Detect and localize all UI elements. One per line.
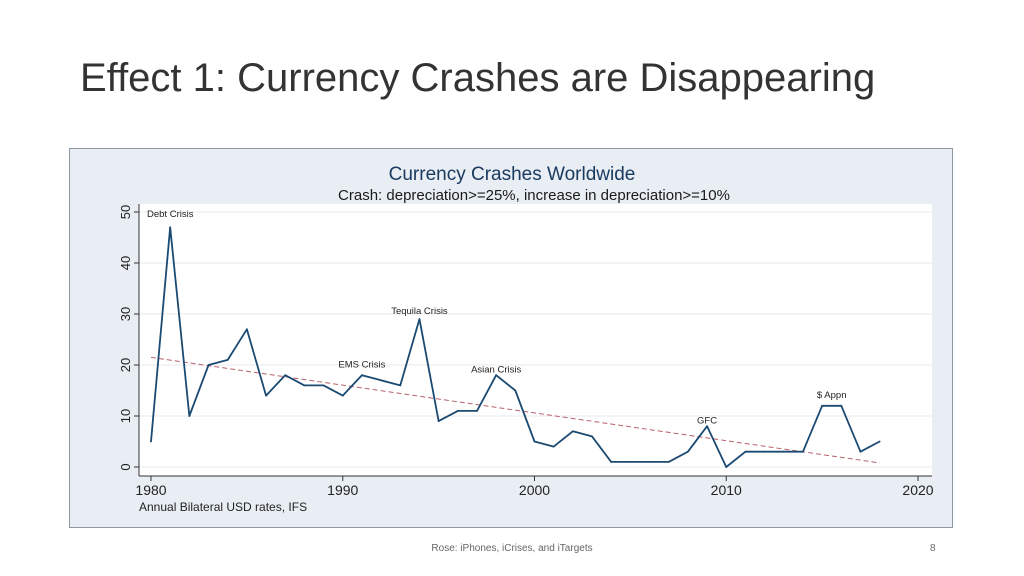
data-point bbox=[265, 394, 267, 397]
x-axis-label: Annual Bilateral USD rates, IFS bbox=[139, 500, 307, 514]
data-point bbox=[207, 364, 210, 366]
currency-crashes-chart: Currency Crashes Worldwide Crash: depreci… bbox=[118, 164, 934, 514]
page-number: 8 bbox=[930, 543, 936, 554]
y-tick-label: 50 bbox=[118, 205, 133, 219]
annotation-label: GFC bbox=[697, 416, 717, 427]
data-point bbox=[245, 328, 248, 331]
data-point bbox=[802, 450, 804, 453]
data-point bbox=[514, 389, 517, 392]
data-point bbox=[361, 374, 363, 377]
x-tick-label: 1990 bbox=[327, 482, 358, 498]
trend-line bbox=[150, 356, 880, 464]
x-tick-label: 2000 bbox=[519, 482, 550, 498]
data-point bbox=[744, 450, 747, 453]
data-point bbox=[476, 410, 478, 412]
y-tick-label: 10 bbox=[118, 409, 133, 423]
x-tick-label: 2010 bbox=[711, 482, 742, 498]
data-point bbox=[552, 445, 555, 448]
data-point bbox=[284, 374, 287, 377]
annotation-label: Tequila Crisis bbox=[391, 306, 448, 317]
annotation-label: $ Appn bbox=[817, 390, 847, 401]
annotation-label: EMS Crisis bbox=[338, 360, 385, 371]
data-point bbox=[687, 450, 689, 453]
data-point bbox=[380, 379, 382, 382]
data-point bbox=[322, 384, 325, 387]
annotation-label: Asian Crisis bbox=[471, 365, 521, 376]
data-point bbox=[399, 384, 402, 387]
data-point bbox=[456, 410, 459, 412]
data-point bbox=[437, 420, 440, 422]
data-point bbox=[859, 450, 862, 453]
plot-area bbox=[139, 204, 932, 476]
data-point bbox=[418, 318, 421, 320]
data-point bbox=[725, 466, 728, 468]
y-tick-label: 30 bbox=[118, 307, 133, 321]
data-point bbox=[763, 450, 766, 453]
data-point bbox=[341, 394, 344, 397]
data-point bbox=[303, 384, 306, 387]
data-point bbox=[188, 415, 191, 417]
data-point bbox=[495, 374, 498, 377]
data-point bbox=[667, 461, 670, 463]
data-point bbox=[782, 450, 785, 453]
data-point bbox=[226, 359, 229, 361]
data-point bbox=[571, 430, 574, 433]
data-point bbox=[591, 435, 593, 438]
data-point bbox=[533, 440, 536, 443]
x-tick-label: 2020 bbox=[902, 482, 933, 498]
chart-frame: Currency Crashes Worldwide Crash: depreci… bbox=[69, 148, 953, 528]
chart-subtitle: Crash: depreciation>=25%, increase in de… bbox=[338, 187, 730, 204]
data-point bbox=[169, 226, 172, 229]
data-point bbox=[629, 461, 632, 463]
y-tick-label: 0 bbox=[118, 463, 133, 470]
chart-title: Currency Crashes Worldwide bbox=[389, 164, 636, 185]
data-point bbox=[150, 440, 152, 443]
footer-source: Rose: iPhones, iCrises, and iTargets bbox=[431, 543, 593, 554]
x-tick-label: 1980 bbox=[135, 482, 166, 498]
y-tick-label: 40 bbox=[118, 256, 133, 270]
data-point bbox=[821, 404, 824, 407]
data-point bbox=[706, 425, 708, 428]
data-point bbox=[878, 440, 881, 443]
data-point bbox=[648, 461, 651, 463]
data-point bbox=[610, 461, 613, 463]
data-point bbox=[840, 404, 843, 407]
annotation-label: Debt Crisis bbox=[147, 209, 194, 220]
y-tick-label: 20 bbox=[118, 358, 133, 372]
slide-title: Effect 1: Currency Crashes are Disappear… bbox=[80, 56, 876, 100]
